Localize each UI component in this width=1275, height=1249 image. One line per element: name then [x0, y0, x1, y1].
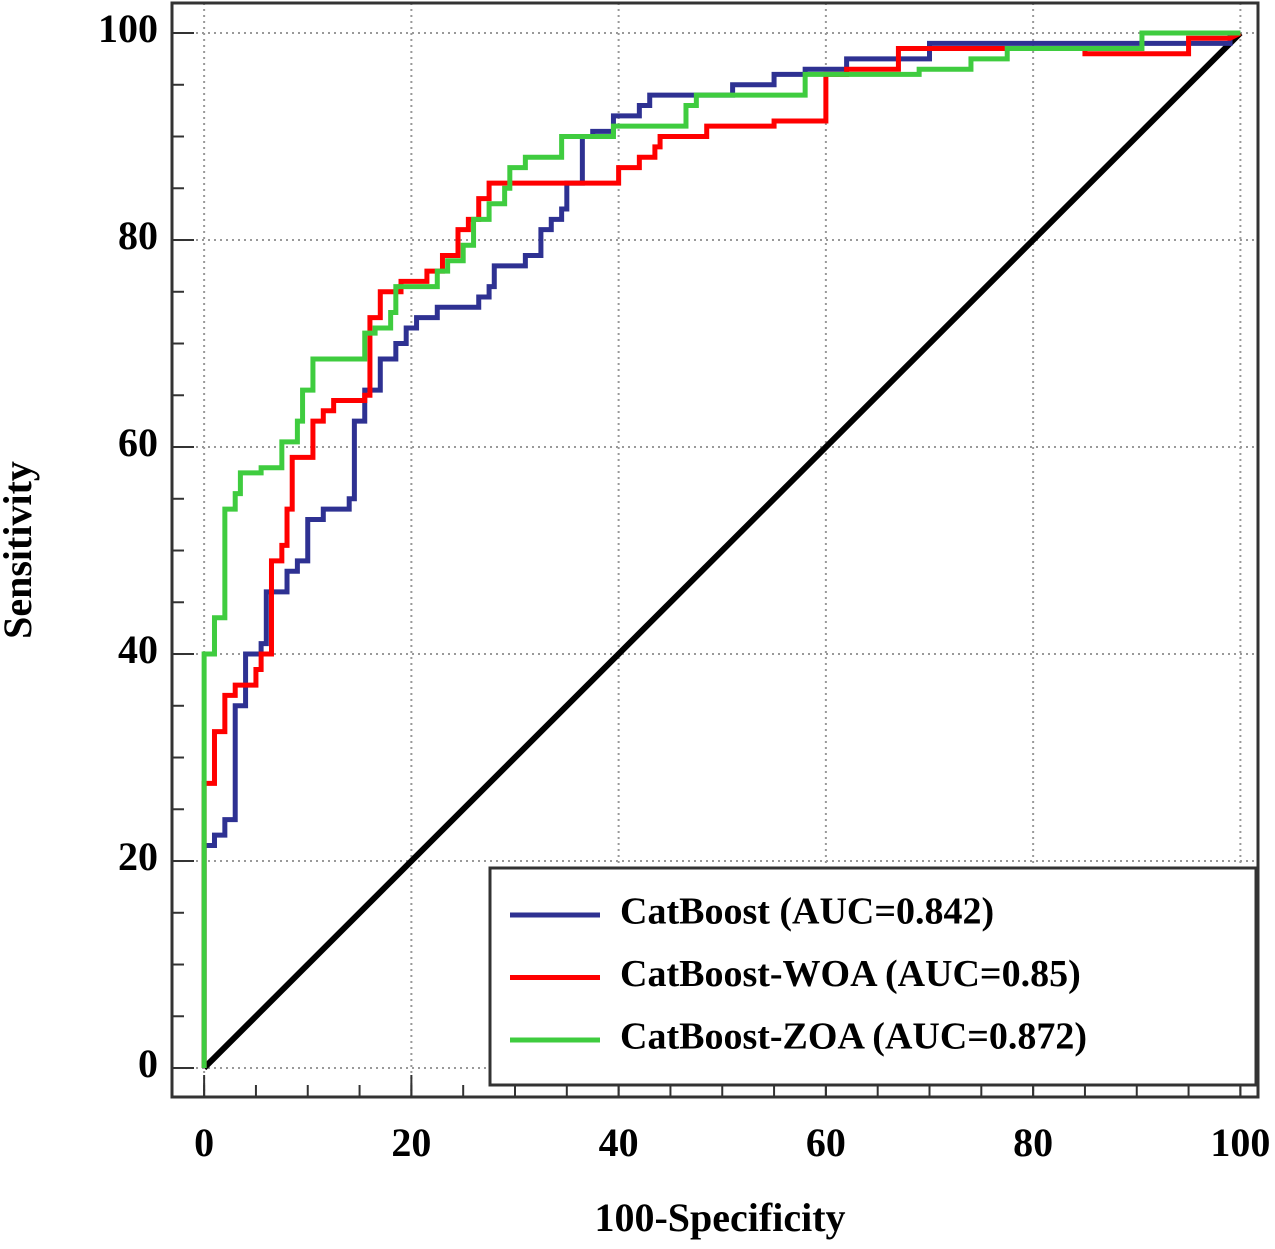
x-tick-label: 0 [194, 1120, 214, 1165]
legend-label: CatBoost-WOA (AUC=0.85) [620, 953, 1081, 995]
roc-curve [201, 30, 1242, 1069]
y-axis-label: Sensitivity [0, 461, 40, 639]
x-tick-label: 40 [599, 1120, 639, 1165]
reference-line [202, 30, 1243, 1071]
roc-curve [201, 30, 1241, 1069]
legend-label: CatBoost-ZOA (AUC=0.872) [620, 1016, 1087, 1058]
y-tick-label: 60 [118, 420, 158, 465]
x-tick-label: 60 [806, 1120, 846, 1165]
y-tick-label: 40 [118, 627, 158, 672]
plot-frame [170, 1, 1260, 1099]
y-tick-label: 100 [98, 6, 158, 51]
roc-curve [201, 30, 1241, 1069]
x-tick-label: 20 [391, 1120, 431, 1165]
y-tick-label: 80 [118, 213, 158, 258]
legend-box [488, 866, 1258, 1087]
y-tick-label: 20 [118, 834, 158, 879]
x-tick-label: 80 [1013, 1120, 1053, 1165]
y-tick-label: 0 [138, 1041, 158, 1086]
x-tick-label: 100 [1210, 1120, 1270, 1165]
legend-label: CatBoost (AUC=0.842) [620, 891, 994, 933]
x-axis-label: 100-Specificity [594, 1195, 845, 1240]
